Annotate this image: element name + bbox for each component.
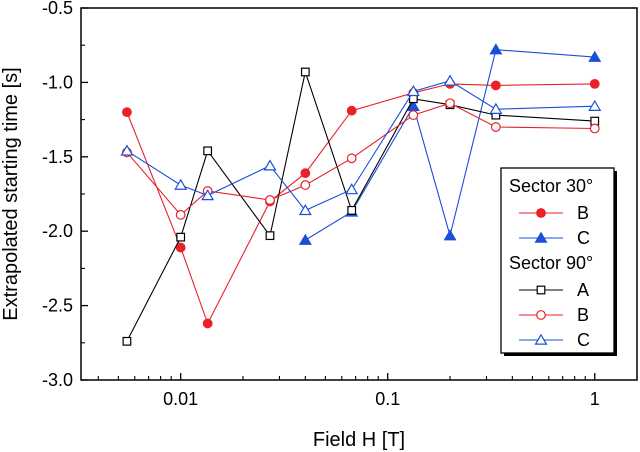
data-point <box>122 336 132 346</box>
data-point <box>490 122 501 132</box>
legend-label: B <box>577 305 589 325</box>
x-tick-label: 0.01 <box>163 389 198 409</box>
series-layer <box>120 43 602 346</box>
legend-label: B <box>577 203 589 223</box>
legend-marker <box>536 208 546 218</box>
legend-marker <box>536 310 546 320</box>
y-axis-title: Extrapolated starting time [s] <box>0 67 22 320</box>
legend-marker <box>534 231 548 243</box>
y-tick-label: -0.5 <box>42 0 73 18</box>
legend-label: C <box>577 330 590 350</box>
data-point <box>263 159 277 171</box>
data-point <box>176 232 186 242</box>
data-point <box>588 50 602 62</box>
data-point <box>489 102 503 114</box>
y-tick-label: -2.0 <box>42 221 73 241</box>
legend-entry: A <box>519 280 589 300</box>
data-point <box>300 67 310 77</box>
data-point <box>589 123 600 134</box>
legend-marker <box>536 285 546 295</box>
data-point <box>174 178 188 190</box>
y-tick-label: -2.5 <box>42 296 73 316</box>
y-tick-label: -1.5 <box>42 147 73 167</box>
data-point <box>298 233 312 245</box>
series-sector90-a <box>122 67 600 346</box>
x-axis-title: Field H [T] <box>313 429 405 451</box>
x-tick-label: 0.1 <box>375 389 400 409</box>
data-point <box>347 205 357 215</box>
y-tick-label: -1.0 <box>42 72 73 92</box>
legend-group-title: Sector 90° <box>509 253 593 273</box>
data-point <box>408 110 419 121</box>
legend-label: C <box>577 228 590 248</box>
legend-box <box>500 167 615 354</box>
data-point <box>345 183 359 195</box>
data-point <box>202 318 213 329</box>
legend-entry: C <box>519 228 590 248</box>
data-point <box>122 107 132 118</box>
series-line <box>126 80 595 212</box>
data-point <box>346 153 357 164</box>
data-point <box>443 229 457 241</box>
data-point <box>298 203 312 216</box>
series-sector30-c <box>298 43 602 245</box>
data-point <box>300 180 311 190</box>
legend-entry: B <box>519 203 589 223</box>
legend-label: A <box>577 280 589 300</box>
data-point <box>175 209 186 220</box>
data-point <box>406 84 420 97</box>
series-line <box>126 102 595 216</box>
data-point <box>346 105 357 116</box>
series-sector90-c <box>120 74 602 216</box>
axes: -3.0 -2.5 -2.0 -1.5 -1.0 -0.5 0.01 0.1 1 <box>42 0 600 409</box>
data-point <box>489 43 503 55</box>
data-point <box>265 231 275 241</box>
legend-entry: C <box>519 330 590 350</box>
legend-entry: B <box>519 305 589 325</box>
legend-marker <box>534 333 548 345</box>
y-tick-label: -3.0 <box>42 370 73 390</box>
data-point <box>300 168 311 179</box>
data-point <box>175 242 186 253</box>
legend-group-title: Sector 30° <box>509 176 593 196</box>
data-point <box>265 195 275 205</box>
data-point <box>588 99 602 111</box>
series-line <box>305 49 595 241</box>
data-point <box>203 146 213 156</box>
x-tick-label: 1 <box>590 389 600 409</box>
data-point <box>490 80 501 91</box>
data-point <box>443 74 457 86</box>
series-sector90-b <box>122 98 600 220</box>
data-point <box>120 144 134 156</box>
data-point <box>201 189 215 201</box>
data-point <box>445 98 455 109</box>
series-line <box>126 69 595 342</box>
data-point <box>589 78 600 89</box>
